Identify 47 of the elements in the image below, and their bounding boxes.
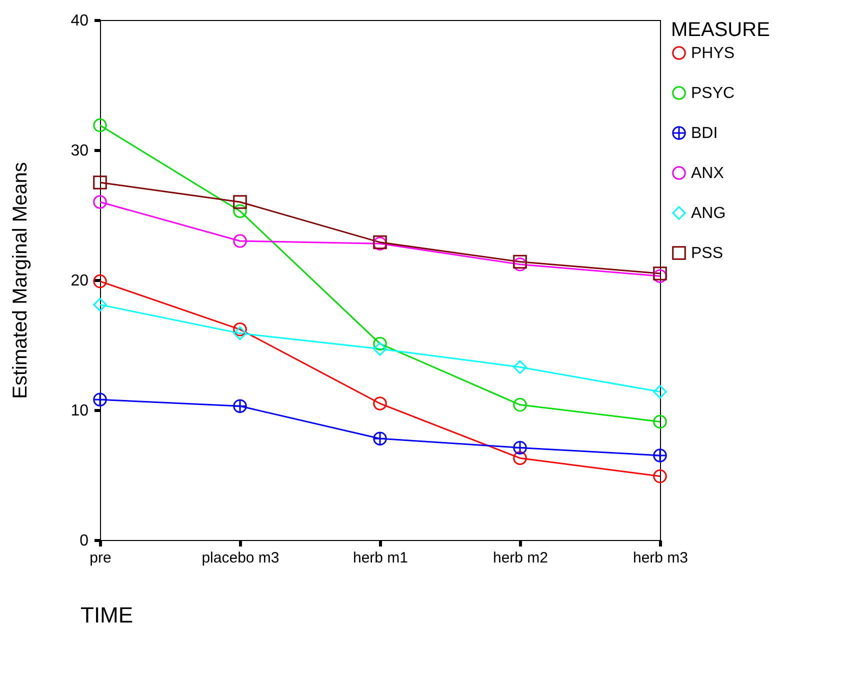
x-tick-label: herb m1 [352, 550, 408, 566]
point [513, 451, 527, 465]
point [93, 195, 107, 209]
point [93, 274, 107, 288]
point [513, 360, 527, 374]
y-tick-label: 30 [70, 142, 89, 160]
y-tick-label: 20 [70, 272, 89, 290]
point [653, 448, 667, 462]
point [93, 176, 107, 190]
point [513, 440, 527, 455]
x-tick-label: herb m2 [492, 550, 548, 566]
legend-title: MEASURE [671, 19, 770, 41]
point [653, 269, 667, 283]
x-tick-label: herb m3 [632, 550, 688, 566]
point [513, 254, 527, 269]
point [513, 258, 527, 272]
legend-label: PSYC [691, 85, 735, 102]
y-tick-label: 40 [70, 12, 89, 30]
point [233, 204, 247, 218]
point [373, 432, 387, 446]
point [93, 118, 107, 132]
legend-label: ANX [691, 165, 724, 182]
x-tick-label: pre [90, 550, 112, 566]
point [513, 398, 527, 412]
legend-label: PHYS [691, 45, 735, 62]
point [233, 399, 247, 413]
point [373, 396, 387, 410]
point [373, 342, 387, 356]
point [373, 336, 387, 351]
legend-label: ANG [691, 205, 726, 222]
point [233, 322, 247, 336]
point [93, 392, 107, 406]
point [233, 234, 247, 248]
y-tick-label: 10 [70, 402, 89, 420]
point [233, 326, 247, 340]
point [233, 195, 247, 209]
y-tick-label: 0 [80, 532, 89, 550]
x-axis-title: TIME [80, 602, 134, 628]
x-tick-label: placebo m3 [202, 550, 280, 566]
point [653, 414, 667, 429]
legend-label: PSS [691, 245, 724, 262]
point [93, 298, 107, 312]
point [653, 384, 667, 399]
y-axis-title: Estimated Marginal Means [10, 162, 32, 399]
point [653, 266, 667, 280]
point [653, 469, 667, 484]
legend-label: BDI [691, 125, 718, 142]
